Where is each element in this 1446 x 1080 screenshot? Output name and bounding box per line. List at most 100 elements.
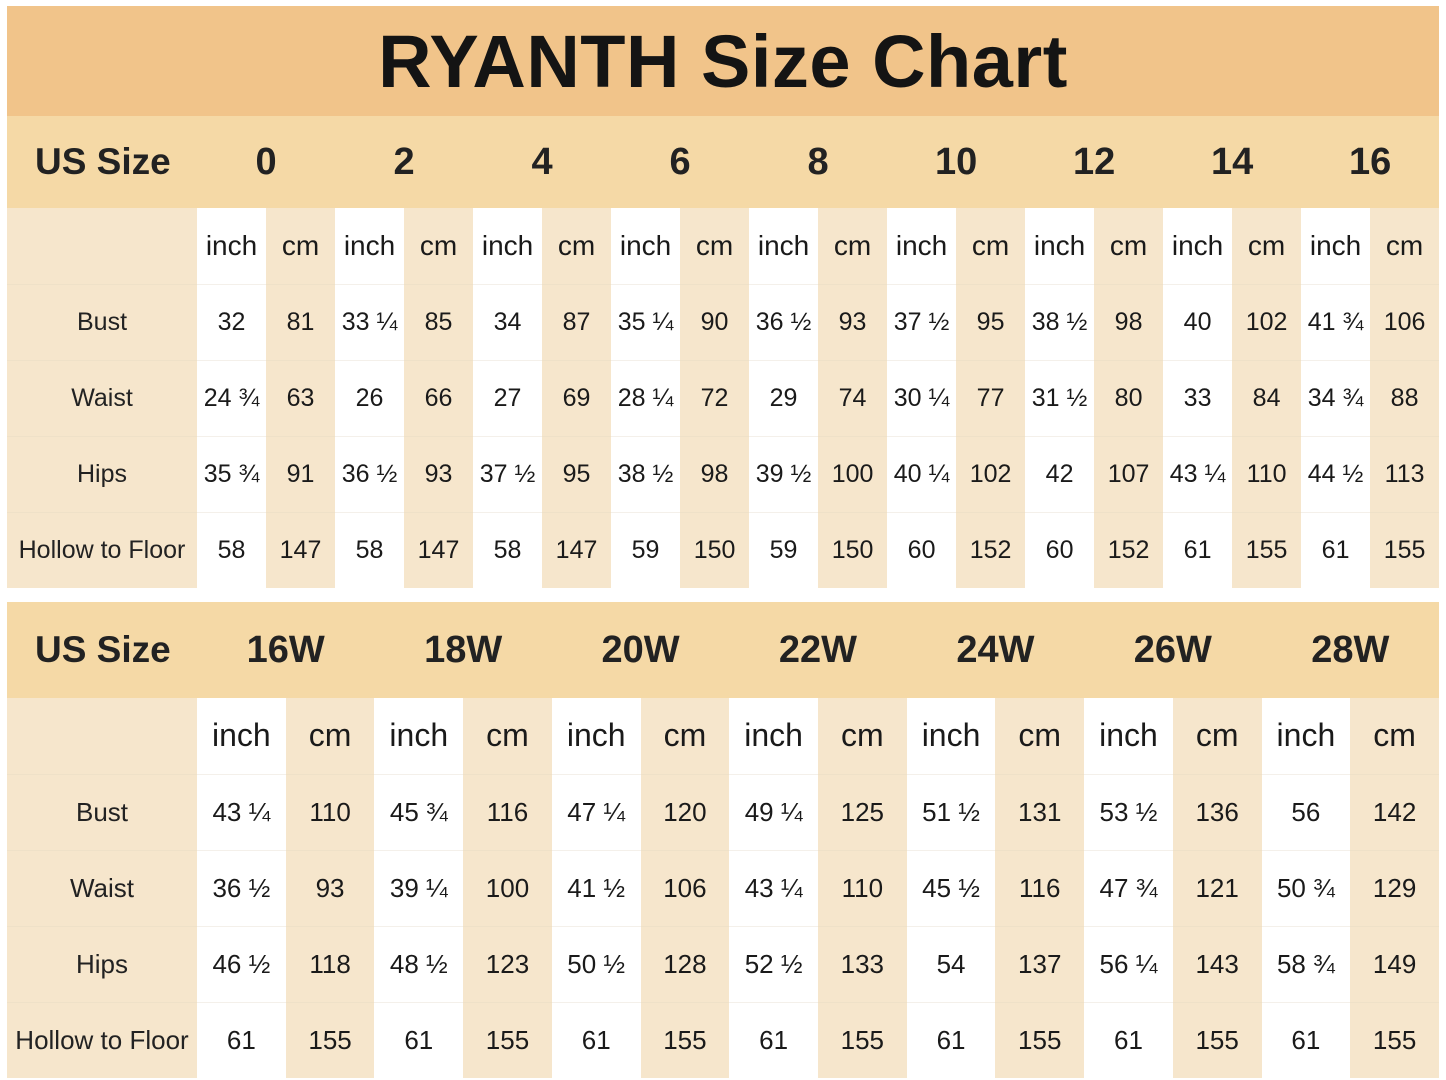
cm-value-cell: 95: [542, 435, 612, 512]
cm-value-cell: 155: [463, 1001, 552, 1078]
measurement-row: Bust 43 ¼ 110 45 ¾ 116 47 ¼ 120 49 ¼ 125 51 ½ 131 5…: [7, 773, 1439, 850]
cm-value-cell: 106: [1370, 283, 1440, 360]
cm-value-cell: 152: [956, 511, 1026, 588]
cm-value-cell: 147: [266, 511, 336, 588]
cm-value-cell: 147: [404, 511, 474, 588]
inch-value-cell: 54: [906, 925, 996, 1002]
cm-unit-label: cm: [404, 208, 474, 284]
cm-value-cell: 149: [1350, 925, 1439, 1002]
cm-unit-label: cm: [956, 208, 1026, 284]
unit-row-spacer: [7, 698, 197, 774]
inch-unit-label: inch: [335, 208, 405, 284]
inch-value-cell: 30 ¼: [887, 359, 957, 436]
inch-value-cell: 58 ¾: [1261, 925, 1351, 1002]
cm-value-cell: 137: [995, 925, 1085, 1002]
size-column-header: 8: [749, 116, 888, 208]
measurement-row: Hollow to Floor 58 147 58 147 58 147 59 150 59 150…: [7, 511, 1440, 588]
measurement-row: Hollow to Floor 61 155 61 155 61 155 61 155 61 155…: [7, 1001, 1439, 1078]
inch-value-cell: 60: [1025, 511, 1095, 588]
cm-value-cell: 93: [404, 435, 474, 512]
cm-value-cell: 93: [285, 849, 375, 926]
inch-value-cell: 56 ¼: [1084, 925, 1173, 1002]
cm-value-cell: 93: [818, 283, 888, 360]
cm-value-cell: 80: [1094, 359, 1164, 436]
inch-value-cell: 40: [1163, 283, 1233, 360]
size-column-header: 14: [1163, 116, 1302, 208]
cm-value-cell: 72: [680, 359, 750, 436]
inch-value-cell: 38 ½: [1025, 283, 1095, 360]
cm-value-cell: 110: [285, 773, 375, 850]
chart-title: RYANTH Size Chart: [378, 19, 1068, 103]
cm-value-cell: 100: [818, 435, 888, 512]
cm-value-cell: 110: [817, 849, 907, 926]
inch-value-cell: 35 ¾: [197, 435, 266, 512]
size-column-header: 24W: [906, 602, 1085, 698]
cm-value-cell: 155: [995, 1001, 1085, 1078]
cm-value-cell: 77: [956, 359, 1026, 436]
inch-value-cell: 24 ¾: [197, 359, 266, 436]
cm-value-cell: 102: [956, 435, 1026, 512]
measurement-row: Bust 32 81 33 ¼ 85 34 87 35 ¼ 90 36 ½ 93 37 ½ 95 38 ½…: [7, 283, 1440, 360]
inch-unit-label: inch: [551, 698, 641, 774]
inch-unit-label: inch: [1163, 208, 1233, 284]
inch-value-cell: 37 ½: [887, 283, 957, 360]
cm-unit-label: cm: [1232, 208, 1302, 284]
measurement-label: Hips: [7, 435, 197, 512]
cm-unit-label: cm: [1172, 698, 1262, 774]
cm-unit-label: cm: [1370, 208, 1440, 284]
measurement-label: Bust: [7, 283, 197, 360]
size-column-header: 20W: [551, 602, 730, 698]
cm-value-cell: 90: [680, 283, 750, 360]
us-size-label: US Size: [7, 602, 197, 698]
measurement-label: Waist: [7, 849, 197, 926]
cm-value-cell: 125: [817, 773, 907, 850]
inch-value-cell: 61: [906, 1001, 996, 1078]
cm-value-cell: 87: [542, 283, 612, 360]
inch-value-cell: 29: [749, 359, 819, 436]
cm-value-cell: 63: [266, 359, 336, 436]
inch-value-cell: 45 ¾: [374, 773, 464, 850]
size-column-header: 28W: [1261, 602, 1439, 698]
size-column-header: 16: [1301, 116, 1440, 208]
inch-unit-label: inch: [729, 698, 818, 774]
cm-value-cell: 81: [266, 283, 336, 360]
cm-value-cell: 116: [995, 849, 1085, 926]
inch-unit-label: inch: [887, 208, 957, 284]
cm-unit-label: cm: [640, 698, 730, 774]
inch-value-cell: 32: [197, 283, 266, 360]
cm-value-cell: 128: [640, 925, 730, 1002]
cm-unit-label: cm: [1094, 208, 1164, 284]
cm-value-cell: 102: [1232, 283, 1302, 360]
inch-value-cell: 59: [611, 511, 681, 588]
cm-value-cell: 98: [680, 435, 750, 512]
cm-value-cell: 113: [1370, 435, 1440, 512]
inch-value-cell: 58: [335, 511, 405, 588]
measurement-label: Hollow to Floor: [7, 1001, 197, 1078]
cm-unit-label: cm: [1350, 698, 1439, 774]
cm-value-cell: 142: [1350, 773, 1439, 850]
measurement-label: Hollow to Floor: [7, 511, 197, 588]
cm-value-cell: 118: [285, 925, 375, 1002]
inch-value-cell: 40 ¼: [887, 435, 957, 512]
inch-value-cell: 61: [197, 1001, 286, 1078]
cm-value-cell: 143: [1172, 925, 1262, 1002]
cm-value-cell: 91: [266, 435, 336, 512]
cm-value-cell: 150: [818, 511, 888, 588]
inch-value-cell: 47 ¼: [551, 773, 641, 850]
cm-value-cell: 88: [1370, 359, 1440, 436]
inch-value-cell: 36 ½: [197, 849, 286, 926]
cm-value-cell: 155: [1172, 1001, 1262, 1078]
inch-value-cell: 52 ½: [729, 925, 818, 1002]
inch-value-cell: 31 ½: [1025, 359, 1095, 436]
inch-value-cell: 58: [197, 511, 266, 588]
cm-unit-label: cm: [995, 698, 1085, 774]
inch-value-cell: 48 ½: [374, 925, 464, 1002]
inch-value-cell: 39 ½: [749, 435, 819, 512]
inch-unit-label: inch: [906, 698, 996, 774]
inch-value-cell: 41 ½: [551, 849, 641, 926]
unit-row-spacer: [7, 208, 197, 284]
cm-value-cell: 129: [1350, 849, 1439, 926]
inch-value-cell: 36 ½: [335, 435, 405, 512]
cm-unit-label: cm: [463, 698, 552, 774]
inch-value-cell: 39 ¼: [374, 849, 464, 926]
